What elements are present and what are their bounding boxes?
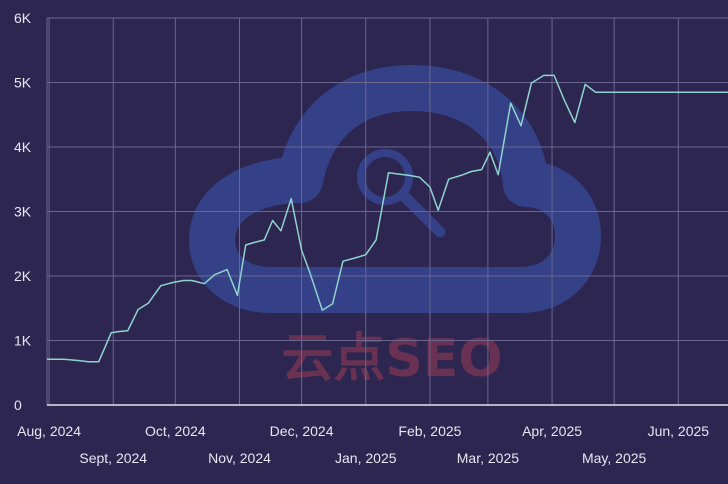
cloud-search-watermark-logo: 云点SEO <box>189 65 601 389</box>
x-tick-label: Jan, 2025 <box>335 450 397 466</box>
cloud-icon <box>189 65 601 313</box>
x-tick-label: May, 2025 <box>582 450 647 466</box>
grid <box>46 17 728 405</box>
y-axis-ticks: 0 1K 2K 3K 4K 5K 6K <box>14 10 32 413</box>
x-tick-label: Dec, 2024 <box>270 423 334 439</box>
y-tick-label: 2K <box>14 268 32 284</box>
y-tick-label: 6K <box>14 10 32 26</box>
x-tick-label: Feb, 2025 <box>398 423 461 439</box>
x-tick-label: Mar, 2025 <box>457 450 519 466</box>
x-tick-label: Aug, 2024 <box>17 423 81 439</box>
x-tick-label: Nov, 2024 <box>208 450 271 466</box>
y-tick-label: 5K <box>14 75 32 91</box>
x-tick-label: Apr, 2025 <box>522 423 582 439</box>
series-line <box>47 74 728 363</box>
magnifier-icon <box>357 149 446 238</box>
y-tick-label: 4K <box>14 139 32 155</box>
y-tick-label: 3K <box>14 204 32 220</box>
y-tick-label: 1K <box>14 333 32 349</box>
y-tick-label: 0 <box>14 397 22 413</box>
x-tick-label: Oct, 2024 <box>145 423 206 439</box>
watermark-text-logo: 云点SEO <box>281 329 502 389</box>
x-tick-label: Jun, 2025 <box>648 423 710 439</box>
x-tick-label: Sept, 2024 <box>79 450 147 466</box>
